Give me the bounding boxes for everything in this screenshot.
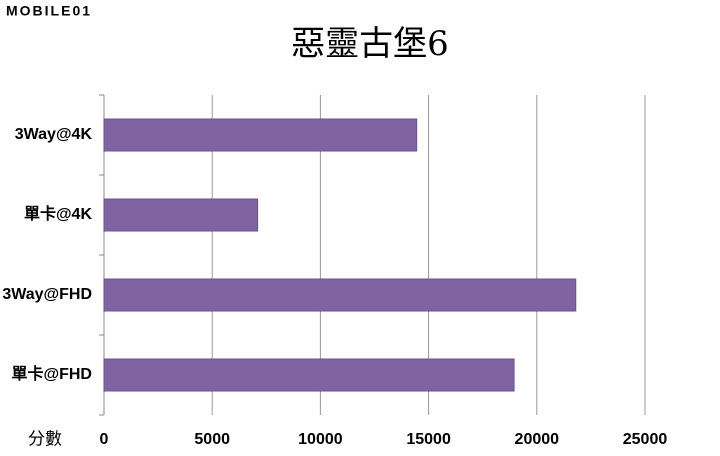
bar — [103, 358, 515, 392]
y-tick-label: 單卡@FHD — [12, 364, 93, 383]
x-tick-label: 25000 — [623, 431, 668, 448]
x-axis-label: 分數 — [28, 429, 62, 448]
x-tick-label: 10000 — [298, 431, 343, 448]
y-tick-label: 3Way@4K — [15, 126, 93, 143]
y-tick-label: 單卡@4K — [24, 204, 93, 223]
bar — [103, 118, 418, 152]
y-tick-label: 3Way@FHD — [2, 286, 92, 303]
x-tick-label: 5000 — [194, 431, 230, 448]
bar — [103, 278, 577, 312]
bar — [103, 198, 259, 232]
x-tick-label: 0 — [100, 431, 109, 448]
x-tick-label: 15000 — [406, 431, 451, 448]
x-tick-label: 20000 — [515, 431, 560, 448]
chart-title: 惡靈古堡6 — [291, 24, 449, 64]
watermark: MOBILE01 — [6, 3, 92, 19]
